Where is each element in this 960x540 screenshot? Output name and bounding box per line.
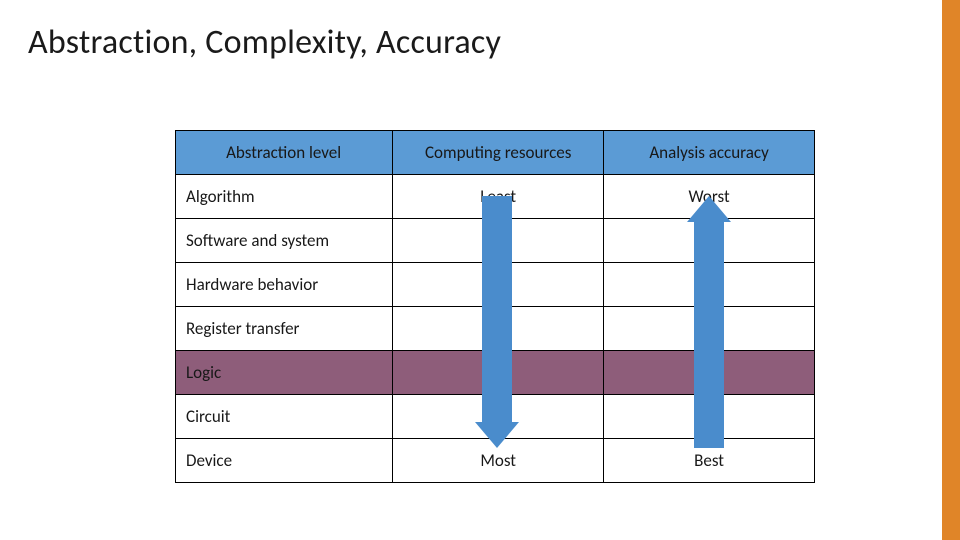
slide-title: Abstraction, Complexity, Accuracy: [28, 22, 501, 63]
cell-level: Hardware behavior: [176, 263, 393, 307]
arrow-up-icon: [687, 196, 731, 448]
cell-level: Logic: [176, 351, 393, 395]
col-header-accuracy: Analysis accuracy: [604, 131, 815, 175]
slide-accent-bar: [942, 0, 960, 540]
abstraction-table-container: Abstraction level Computing resources An…: [175, 130, 815, 483]
table-header-row: Abstraction level Computing resources An…: [176, 131, 815, 175]
cell-level: Circuit: [176, 395, 393, 439]
col-header-computing: Computing resources: [393, 131, 604, 175]
cell-level: Algorithm: [176, 175, 393, 219]
cell-level: Software and system: [176, 219, 393, 263]
col-header-abstraction: Abstraction level: [176, 131, 393, 175]
arrow-down-icon: [475, 196, 519, 448]
cell-level: Device: [176, 439, 393, 483]
cell-level: Register transfer: [176, 307, 393, 351]
